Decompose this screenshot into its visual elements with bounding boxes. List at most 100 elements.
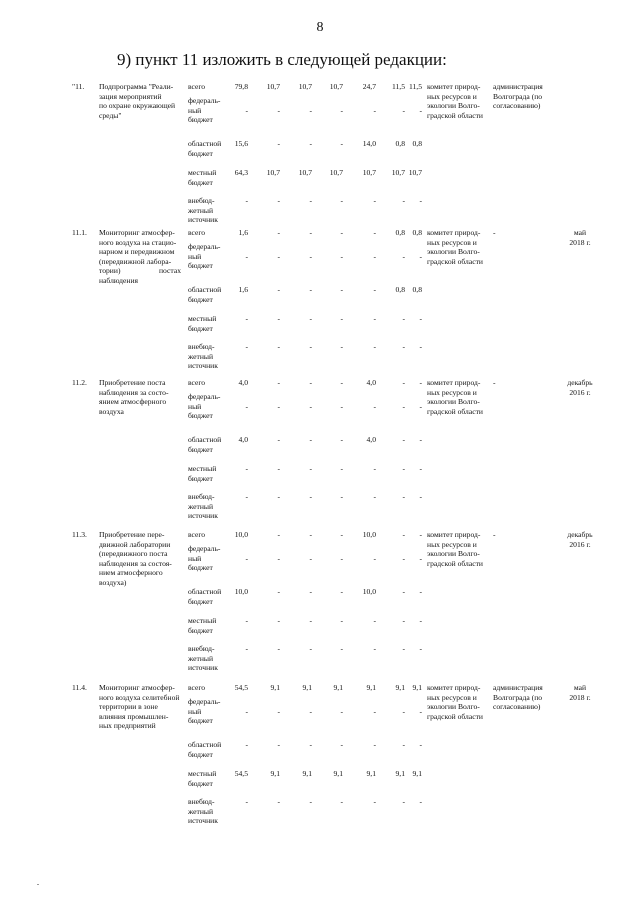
funding-value: - xyxy=(402,196,405,205)
funding-value: - xyxy=(309,554,312,563)
funding-value: - xyxy=(373,196,376,205)
funding-value: - xyxy=(402,554,405,563)
funding-source: всего xyxy=(188,378,206,387)
funding-value: - xyxy=(419,435,422,444)
funding-value: - xyxy=(245,644,248,653)
item-number: 11.1. xyxy=(72,228,87,237)
co-executor: администрация Волгограда (по согласовани… xyxy=(493,683,543,712)
funding-value: - xyxy=(373,644,376,653)
funding-value: - xyxy=(419,797,422,806)
funding-value: - xyxy=(340,435,343,444)
funding-value: - xyxy=(419,196,422,205)
item-title: Мониторинг атмосфер- ного воздуха селите… xyxy=(99,683,180,731)
funding-value: - xyxy=(402,464,405,473)
funding-value: - xyxy=(402,435,405,444)
item-number: 11.2. xyxy=(72,378,87,387)
funding-value: - xyxy=(419,740,422,749)
funding-value: - xyxy=(309,530,312,539)
funding-value: - xyxy=(402,106,405,115)
funding-value: - xyxy=(277,587,280,596)
funding-value: - xyxy=(373,707,376,716)
responsible-executor: комитет природ- ных ресурсов и экологии … xyxy=(427,530,483,568)
funding-value: - xyxy=(373,402,376,411)
funding-source: местный бюджет xyxy=(188,616,217,635)
funding-value: 10,0 xyxy=(234,530,248,539)
funding-value: - xyxy=(277,464,280,473)
funding-value: - xyxy=(340,342,343,351)
funding-value: 9,1 xyxy=(333,769,344,778)
funding-value: 4,0 xyxy=(366,378,377,387)
funding-value: - xyxy=(340,252,343,261)
funding-value: - xyxy=(277,285,280,294)
funding-value: 10,7 xyxy=(298,82,312,91)
funding-value: - xyxy=(340,587,343,596)
program-item-block: "11. Подпрограмма "Реали- зация мероприят… xyxy=(0,82,640,232)
funding-value: - xyxy=(277,644,280,653)
funding-source: всего xyxy=(188,82,206,91)
funding-value: - xyxy=(245,196,248,205)
funding-value: 9,1 xyxy=(412,769,423,778)
funding-value: - xyxy=(277,492,280,501)
funding-value: - xyxy=(309,402,312,411)
funding-source: федераль- ный бюджет xyxy=(188,697,221,726)
funding-value: - xyxy=(277,196,280,205)
item-title: Приобретение поста наблюдения за состо- … xyxy=(99,378,169,416)
funding-value: - xyxy=(402,707,405,716)
funding-value: 0,8 xyxy=(412,285,423,294)
funding-value: - xyxy=(277,616,280,625)
funding-value: - xyxy=(402,797,405,806)
funding-value: - xyxy=(340,707,343,716)
funding-value: 10,0 xyxy=(234,587,248,596)
funding-source: областной бюджет xyxy=(188,139,222,158)
funding-value: - xyxy=(309,616,312,625)
funding-value: - xyxy=(340,402,343,411)
funding-source: областной бюджет xyxy=(188,587,222,606)
co-executor: - xyxy=(493,228,496,237)
funding-source: федераль- ный бюджет xyxy=(188,544,221,573)
funding-value: - xyxy=(245,464,248,473)
funding-value: - xyxy=(309,228,312,237)
funding-value: - xyxy=(340,530,343,539)
funding-value: - xyxy=(309,797,312,806)
funding-value: - xyxy=(245,402,248,411)
funding-source: внебюд- жетный источник xyxy=(188,342,218,371)
funding-value: 0,8 xyxy=(395,139,406,148)
funding-source: федераль- ный бюджет xyxy=(188,392,221,421)
funding-value: - xyxy=(277,797,280,806)
funding-value: - xyxy=(402,644,405,653)
funding-value: 10,7 xyxy=(298,168,312,177)
scan-speck xyxy=(37,884,39,885)
funding-value: - xyxy=(277,252,280,261)
funding-value: - xyxy=(373,285,376,294)
funding-value: 15,6 xyxy=(234,139,248,148)
funding-value: 79,8 xyxy=(234,82,248,91)
funding-value: - xyxy=(373,252,376,261)
responsible-executor: комитет природ- ных ресурсов и экологии … xyxy=(427,378,483,416)
funding-value: 10,0 xyxy=(362,530,376,539)
funding-source: областной бюджет xyxy=(188,740,222,759)
funding-value: - xyxy=(309,378,312,387)
funding-value: - xyxy=(309,464,312,473)
responsible-executor: комитет природ- ных ресурсов и экологии … xyxy=(427,82,483,120)
funding-value: 9,1 xyxy=(395,683,406,692)
funding-value: - xyxy=(340,616,343,625)
funding-value: 10,7 xyxy=(408,168,422,177)
program-item-block: 11.4. Мониторинг атмосфер- ного воздуха с… xyxy=(0,683,640,833)
funding-value: 24,7 xyxy=(362,82,376,91)
funding-value: 54,5 xyxy=(234,683,248,692)
funding-value: - xyxy=(419,707,422,716)
funding-value: - xyxy=(373,228,376,237)
funding-source: внебюд- жетный источник xyxy=(188,492,218,521)
funding-value: - xyxy=(419,616,422,625)
funding-value: - xyxy=(277,378,280,387)
funding-value: - xyxy=(245,252,248,261)
funding-value: - xyxy=(340,492,343,501)
program-item-block: 11.1. Мониторинг атмосфер- ного воздуха н… xyxy=(0,228,640,378)
funding-value: - xyxy=(419,644,422,653)
funding-source: областной бюджет xyxy=(188,435,222,454)
funding-value: - xyxy=(245,106,248,115)
funding-value: 9,1 xyxy=(270,683,281,692)
responsible-executor: комитет природ- ных ресурсов и экологии … xyxy=(427,683,483,721)
page-number: 8 xyxy=(316,20,324,35)
funding-value: - xyxy=(340,196,343,205)
